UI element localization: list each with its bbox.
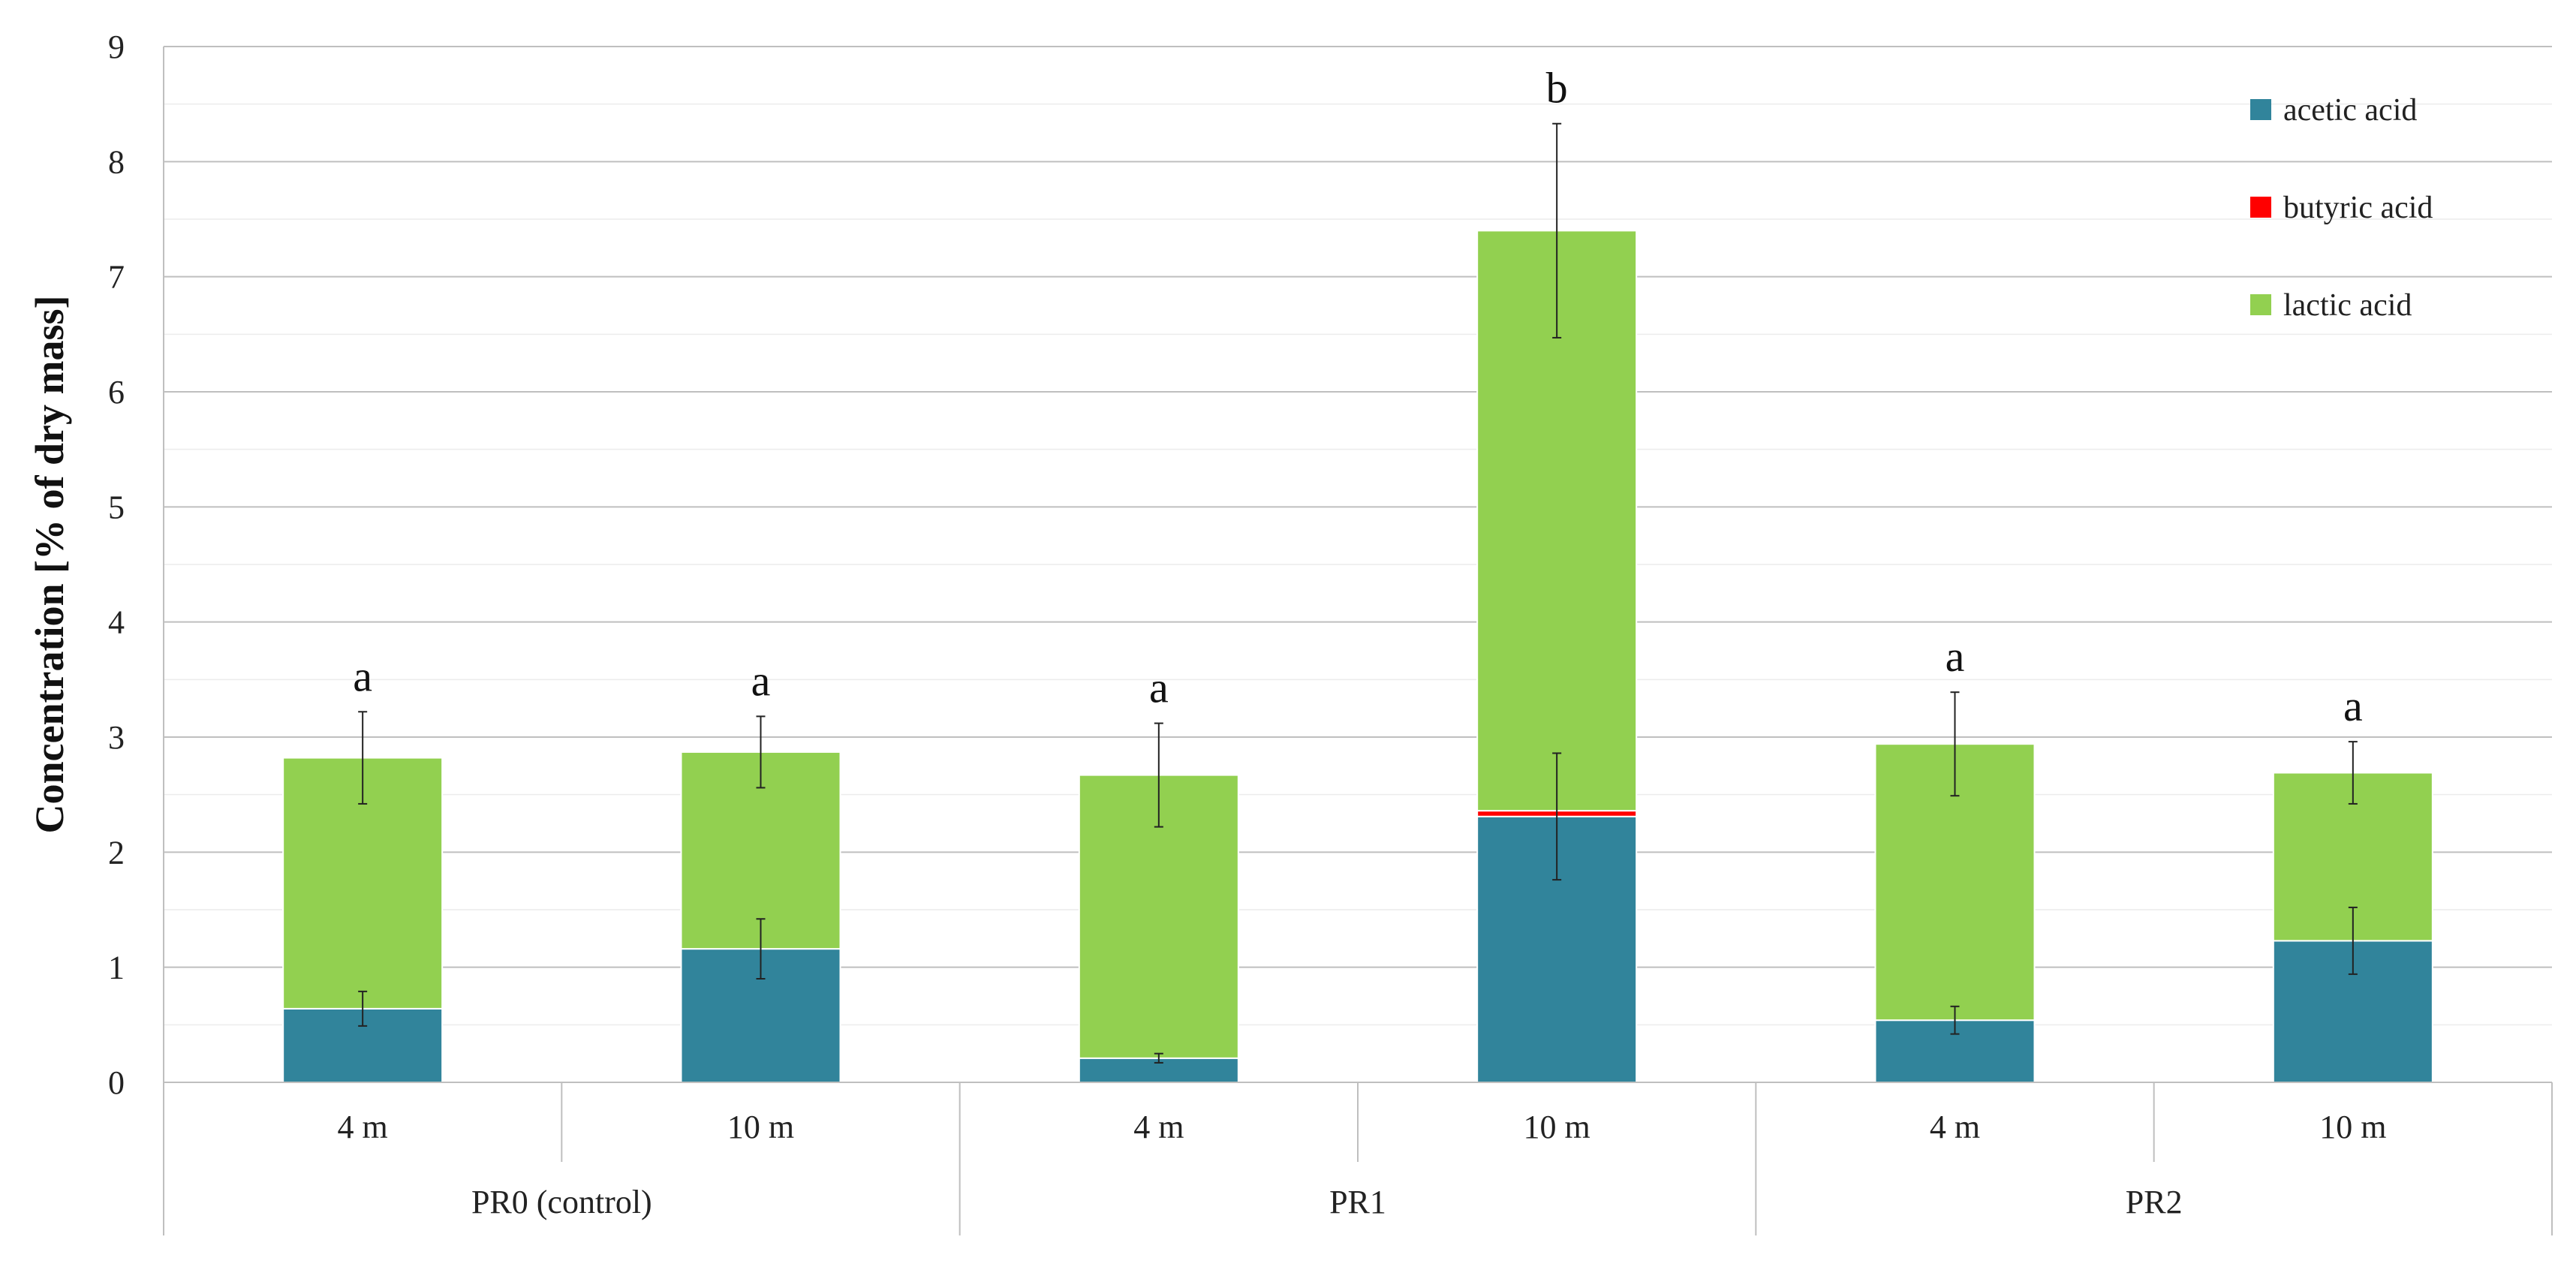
significance-letter: a bbox=[2343, 682, 2363, 730]
y-tick-label: 3 bbox=[108, 719, 125, 756]
x-tick-label: 10 m bbox=[727, 1109, 794, 1145]
axis-labels: 0 1 2 3 4 5 6 7 8 9 a a a b a a 4 m 10 m 4 m 10 m 4 m 10 m PR0… bbox=[27, 29, 2386, 1220]
x-tick-label: 4 m bbox=[1133, 1109, 1184, 1145]
y-tick-label: 1 bbox=[108, 949, 125, 986]
x-tick-label: 10 m bbox=[1524, 1109, 1590, 1145]
significance-letter: a bbox=[353, 652, 372, 700]
y-tick-label: 5 bbox=[108, 489, 125, 525]
x-tick-label: 4 m bbox=[1930, 1109, 1980, 1145]
y-tick-label: 0 bbox=[108, 1064, 125, 1101]
y-tick-label: 7 bbox=[108, 259, 125, 296]
legend: acetic acid butyric acid lactic acid bbox=[2250, 93, 2433, 323]
y-tick-label: 8 bbox=[108, 143, 125, 180]
y-axis-title: Concentration [% of dry mass] bbox=[27, 296, 72, 834]
legend-swatch bbox=[2250, 99, 2271, 120]
y-tick-label: 6 bbox=[108, 374, 125, 411]
legend-label: acetic acid bbox=[2283, 93, 2417, 128]
axes bbox=[163, 47, 2553, 1235]
legend-label: butyric acid bbox=[2283, 191, 2433, 225]
grid-lines bbox=[164, 46, 2552, 1083]
group-label: PR0 (control) bbox=[471, 1184, 652, 1220]
legend-label: lactic acid bbox=[2283, 288, 2412, 323]
significance-letter: a bbox=[751, 656, 771, 705]
legend-swatch bbox=[2250, 294, 2271, 315]
significance-letter: a bbox=[1946, 632, 1965, 681]
y-tick-label: 2 bbox=[108, 834, 125, 871]
group-label: PR1 bbox=[1329, 1184, 1386, 1220]
group-label: PR2 bbox=[2126, 1184, 2183, 1220]
legend-swatch bbox=[2250, 197, 2271, 218]
significance-letter: b bbox=[1546, 64, 1568, 113]
x-tick-label: 4 m bbox=[338, 1109, 388, 1145]
bars bbox=[282, 230, 2433, 1084]
significance-letter: a bbox=[1149, 664, 1169, 712]
y-tick-label: 9 bbox=[108, 29, 125, 65]
error-bars bbox=[358, 122, 2358, 1064]
x-tick-label: 10 m bbox=[2319, 1109, 2386, 1145]
y-tick-label: 4 bbox=[108, 604, 125, 641]
